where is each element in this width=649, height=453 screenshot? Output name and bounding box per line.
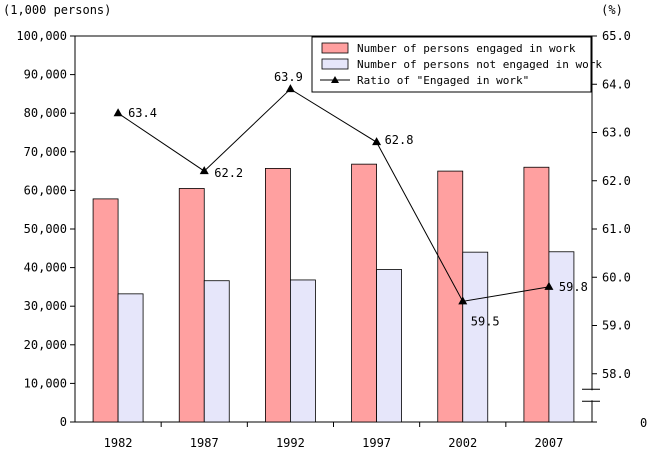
bar-not-engaged: [290, 279, 316, 423]
legend-marker-ratio: [331, 76, 339, 83]
bar-not-engaged: [117, 293, 144, 423]
plot-frame: [74, 35, 593, 423]
bar-engaged: [92, 198, 119, 423]
legend-swatch-engaged: [321, 42, 349, 54]
left-axis-tick-label: 20,000: [24, 338, 67, 352]
right-axis-tick-label: 58.0: [602, 367, 631, 381]
legend-label-engaged: Number of persons engaged in work: [357, 42, 576, 55]
ratio-line: 63.4 62.2 63.9 62.8 59.5 59.8: [113, 70, 588, 328]
legend-box: [311, 36, 592, 93]
ratio-data-label: 62.2: [214, 166, 243, 180]
ratio-point: [285, 84, 295, 93]
ratio-polyline: [117, 88, 549, 302]
legend: Number of persons engaged in work Number…: [311, 36, 602, 93]
ratio-data-label: 59.8: [559, 280, 588, 294]
left-axis-label: (1,000 persons): [3, 3, 111, 17]
bar-not-engaged: [548, 251, 575, 423]
ratio-point: [544, 281, 554, 290]
ratio-point: [372, 137, 382, 146]
left-axis-tick-label: 30,000: [24, 299, 67, 313]
right-axis-tick-label: 63.0: [602, 126, 631, 140]
plot-area-border: [74, 35, 593, 423]
left-axis-tick-label: 40,000: [24, 261, 67, 275]
bar-engaged: [437, 170, 464, 423]
left-axis-tick-label: 50,000: [24, 222, 67, 236]
left-axis-tick-label: 70,000: [24, 145, 67, 159]
right-axis-bottom-label: 0: [640, 416, 647, 430]
bar-not-engaged: [203, 280, 230, 423]
legend-label-not-engaged: Number of persons not engaged in work: [357, 58, 602, 71]
x-axis-tick-label: 1982: [104, 436, 133, 450]
axes: 0 10,000 20,000 30,000 40,000 50,000 60,000 70,…: [16, 29, 630, 450]
x-axis-tick-label: 1987: [190, 436, 219, 450]
x-axis-tick-label: 1997: [362, 436, 391, 450]
x-axis-tick-label: 2002: [448, 436, 477, 450]
left-axis-tick-label: 60,000: [24, 183, 67, 197]
ratio-data-label: 63.9: [274, 70, 303, 84]
ratio-data-label: 62.8: [385, 133, 414, 147]
legend-swatch-not-engaged: [321, 58, 349, 70]
ratio-point: [113, 108, 123, 117]
left-axis-tick-label: 0: [60, 415, 67, 429]
right-axis-tick-label: 64.0: [602, 77, 631, 91]
bar-engaged: [265, 167, 291, 423]
left-axis-tick-label: 90,000: [24, 68, 67, 82]
right-axis-tick-label: 59.0: [602, 319, 631, 333]
bar-not-engaged: [376, 269, 402, 423]
right-axis-label: (%): [601, 3, 623, 17]
left-axis-tick-label: 100,000: [16, 29, 67, 43]
ratio-data-label: 59.5: [471, 314, 500, 328]
left-axis-tick-label: 10,000: [24, 376, 67, 390]
ratio-point: [458, 296, 468, 305]
axis-break-gap: [590, 390, 604, 401]
bars: [92, 163, 575, 423]
right-axis-tick-label: 62.0: [602, 174, 631, 188]
ratio-point: [199, 166, 209, 175]
legend-label-ratio: Ratio of "Engaged in work": [357, 74, 529, 87]
bar-not-engaged: [462, 251, 489, 423]
left-axis-tick-label: 80,000: [24, 106, 67, 120]
ratio-data-label: 63.4: [128, 106, 157, 120]
x-axis-tick-label: 2007: [534, 436, 563, 450]
x-axis-tick-label: 1992: [276, 436, 305, 450]
right-axis-tick-label: 61.0: [602, 222, 631, 236]
right-axis-tick-label: 65.0: [602, 29, 631, 43]
bar-engaged: [523, 166, 550, 423]
bar-engaged: [178, 188, 205, 423]
bar-engaged: [351, 163, 377, 423]
right-axis-tick-label: 60.0: [602, 270, 631, 284]
